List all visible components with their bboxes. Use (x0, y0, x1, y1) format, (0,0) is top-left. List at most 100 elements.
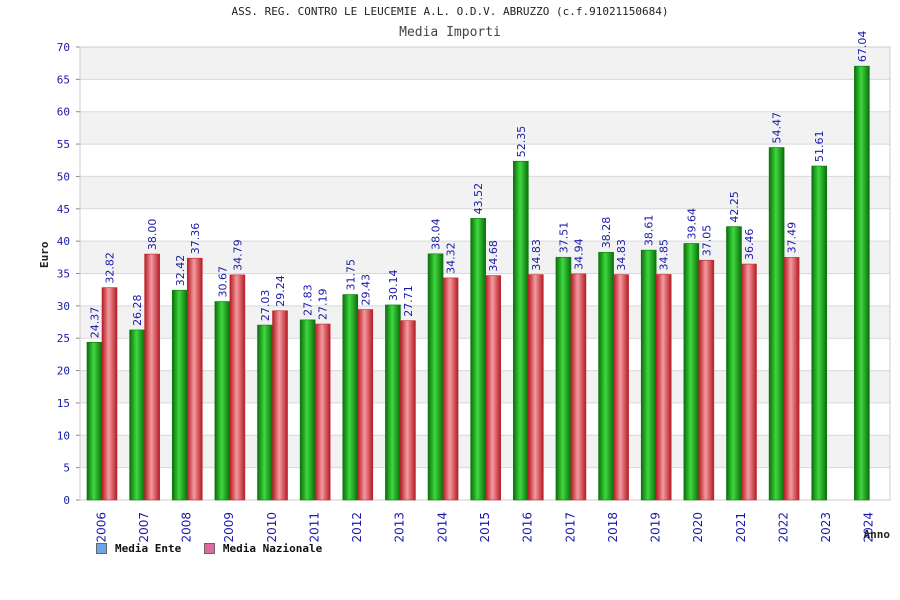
data-label: 24.37 (89, 307, 102, 339)
chart-subtitle: Media Importi (399, 25, 501, 40)
x-tick-label: 2023 (819, 512, 833, 543)
data-label: 26.28 (131, 294, 144, 326)
bar-ente (129, 329, 145, 501)
y-tick-label: 40 (57, 235, 70, 248)
data-label: 51.61 (813, 131, 826, 163)
x-tick-label: 2013 (393, 512, 407, 543)
grid-band (80, 111, 890, 145)
y-tick-label: 60 (57, 106, 70, 119)
y-tick-label: 50 (57, 170, 70, 183)
data-label: 38.00 (146, 219, 159, 251)
bar-ente (683, 243, 700, 501)
bar-ente (214, 301, 231, 501)
grid-band (80, 144, 890, 177)
y-tick-label: 70 (57, 41, 70, 54)
data-label: 43.52 (472, 183, 485, 215)
x-tick-label: 2022 (776, 512, 790, 543)
y-tick-label: 45 (57, 203, 70, 216)
x-tick-label: 2016 (521, 512, 535, 543)
x-tick-label: 2006 (94, 512, 108, 543)
data-label: 34.68 (487, 240, 500, 272)
bar-nazionale (783, 257, 800, 501)
bar-nazionale (314, 323, 331, 501)
legend: Media Ente Media Nazionale (96, 542, 338, 557)
data-label: 31.75 (344, 259, 357, 291)
data-label: 32.82 (104, 252, 117, 284)
bar-ente (640, 249, 657, 501)
x-tick-label: 2008 (180, 512, 194, 543)
grid-band (80, 47, 890, 80)
x-tick-label: 2009 (222, 512, 236, 543)
data-label: 34.79 (231, 239, 244, 270)
y-tick-label: 30 (57, 300, 70, 313)
data-label: 36.46 (743, 229, 756, 261)
data-label: 54.47 (771, 112, 784, 144)
data-label: 32.42 (174, 255, 187, 287)
bar-ente (385, 304, 401, 501)
bar-nazionale (698, 259, 715, 501)
bar-nazionale (400, 320, 416, 501)
bar-ente (427, 253, 444, 501)
data-label: 38.28 (600, 217, 613, 249)
x-tick-label: 2010 (265, 512, 279, 543)
data-label: 27.71 (402, 285, 415, 317)
data-label: 38.04 (430, 218, 443, 250)
legend-label-ente: Media Ente (115, 542, 182, 555)
data-label: 34.85 (658, 239, 671, 271)
data-label: 34.94 (572, 238, 585, 270)
bar-ente (86, 341, 103, 501)
y-tick-label: 10 (57, 429, 70, 442)
bar-nazionale (613, 274, 629, 501)
data-label: 27.83 (302, 284, 315, 316)
x-tick-label: 2017 (563, 512, 577, 543)
y-tick-label: 25 (57, 332, 70, 345)
bar-nazionale (655, 274, 672, 501)
bar-nazionale (272, 310, 288, 501)
x-tick-label: 2012 (350, 512, 364, 543)
chart-title: ASS. REG. CONTRO LE LEUCEMIE A.L. O.D.V.… (231, 5, 669, 18)
bar-nazionale (570, 273, 587, 501)
x-tick-label: 2018 (606, 512, 620, 543)
y-tick-label: 35 (57, 268, 70, 281)
bar-nazionale (442, 277, 459, 501)
data-label: 27.03 (259, 290, 272, 322)
bar-nazionale (528, 274, 544, 501)
bar-nazionale (485, 275, 501, 501)
bar-ente (299, 319, 316, 501)
data-label: 30.14 (387, 269, 400, 301)
data-label: 42.25 (728, 191, 741, 223)
bar-nazionale (101, 287, 118, 501)
legend-item-nazionale: Media Nazionale (203, 542, 323, 555)
data-label: 39.64 (685, 208, 698, 240)
x-tick-label: 2011 (307, 512, 321, 543)
x-tick-label: 2014 (435, 512, 449, 543)
bar-nazionale (144, 253, 160, 501)
y-tick-label: 15 (57, 397, 70, 410)
grid-band (80, 176, 890, 209)
bar-ente (470, 218, 486, 501)
data-label: 37.36 (189, 223, 202, 255)
legend-label-nazionale: Media Nazionale (222, 542, 323, 555)
bar-ente (513, 160, 529, 501)
bar-nazionale (357, 309, 374, 501)
data-label: 34.83 (615, 239, 628, 271)
data-label: 29.24 (274, 275, 287, 307)
y-tick-label: 55 (57, 138, 70, 151)
data-label: 29.43 (359, 274, 372, 306)
data-label: 34.32 (445, 242, 458, 274)
data-label: 30.67 (216, 266, 229, 297)
legend-swatch-ente (96, 543, 107, 554)
bar-ente (342, 294, 359, 501)
legend-item-ente: Media Ente (96, 542, 181, 555)
bar-ente (854, 65, 870, 501)
x-tick-label: 2020 (691, 512, 705, 543)
y-tick-label: 0 (63, 494, 70, 507)
bar-ente (257, 324, 273, 501)
bar-nazionale (186, 257, 203, 501)
data-label: 38.61 (643, 215, 656, 247)
bar-nazionale (741, 263, 757, 501)
grid-band (80, 79, 890, 112)
bar-ente (171, 289, 188, 501)
data-label: 37.49 (786, 222, 799, 254)
y-tick-label: 20 (57, 365, 70, 378)
